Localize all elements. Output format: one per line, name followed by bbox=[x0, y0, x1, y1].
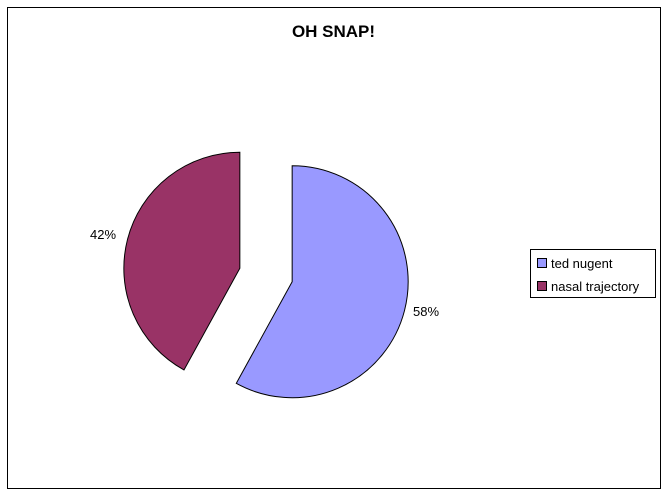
slice-label-ted-nugent: 58% bbox=[413, 304, 440, 319]
slice-label-nasal-trajectory: 42% bbox=[90, 227, 117, 242]
chart-title: OH SNAP! bbox=[291, 22, 376, 41]
pie-slice-ted-nugent bbox=[235, 165, 409, 399]
legend-swatch-nasal-trajectory bbox=[537, 281, 547, 291]
legend-item-nasal-trajectory: nasal trajectory bbox=[537, 278, 639, 294]
legend-item-ted-nugent: ted nugent bbox=[537, 255, 612, 271]
pie-slice-nasal-trajectory bbox=[123, 151, 241, 371]
legend: ted nugent nasal trajectory bbox=[530, 249, 656, 298]
legend-label-nasal-trajectory: nasal trajectory bbox=[551, 278, 640, 294]
legend-label-ted-nugent: ted nugent bbox=[551, 255, 613, 271]
legend-swatch-ted-nugent bbox=[537, 258, 547, 268]
